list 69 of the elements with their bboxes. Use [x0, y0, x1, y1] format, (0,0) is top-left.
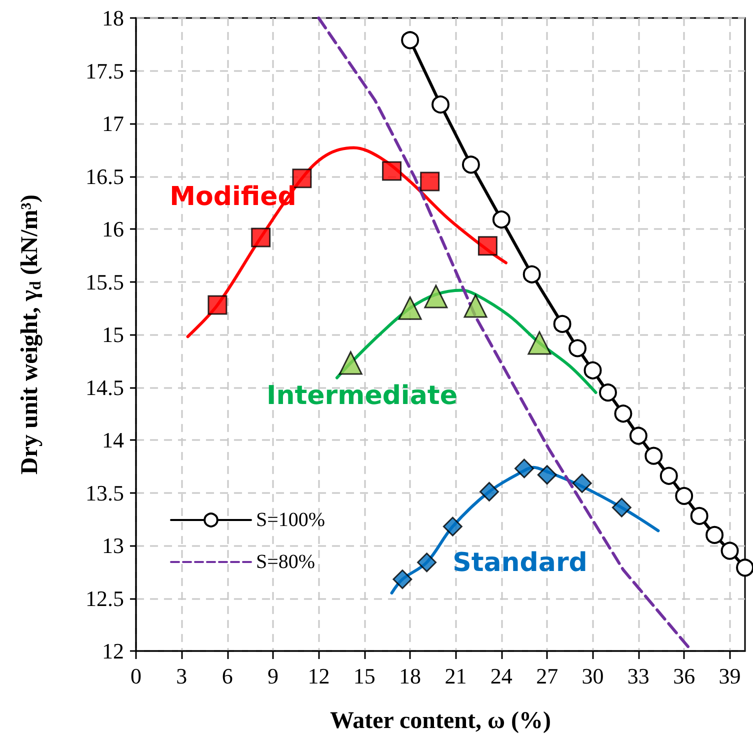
point — [464, 294, 488, 318]
x-tick-label: 30 — [582, 664, 604, 688]
point — [251, 228, 271, 248]
x-tick-label: 27 — [536, 664, 558, 688]
point — [553, 314, 572, 333]
legend-label: S=80% — [256, 551, 316, 573]
point — [537, 465, 557, 485]
point — [420, 172, 440, 192]
point — [514, 458, 534, 478]
x-tick-label: 36 — [673, 664, 696, 688]
point — [572, 474, 592, 494]
y-tick-label: 12.5 — [86, 586, 124, 611]
point — [706, 526, 724, 544]
x-tick-label: 9 — [268, 664, 279, 688]
point — [442, 516, 462, 536]
point — [720, 542, 739, 560]
y-tick-label: 17 — [102, 111, 124, 136]
point — [401, 31, 420, 50]
point — [479, 482, 499, 502]
y-tick-label: 15.5 — [86, 269, 124, 294]
point — [614, 404, 632, 423]
x-tick-label: 18 — [399, 664, 422, 688]
y-tick-label: 15 — [102, 322, 124, 347]
y-tick-label: 18 — [102, 6, 124, 30]
x-tick-label: 12 — [308, 664, 330, 688]
point — [398, 296, 422, 320]
point — [568, 339, 587, 358]
point — [492, 210, 510, 228]
point — [584, 361, 602, 380]
point — [424, 284, 448, 308]
x-tick-label: 15 — [353, 664, 376, 688]
point — [736, 558, 753, 577]
x-axis-title: Water content, ω (%) — [330, 708, 552, 734]
point — [675, 486, 694, 505]
point — [629, 426, 648, 445]
y-axis-title: Dry unit weight, γd (kN/m³) — [17, 194, 44, 474]
annotation: Intermediate — [266, 381, 458, 411]
point — [528, 331, 552, 355]
point — [660, 466, 678, 485]
point — [478, 236, 498, 256]
point — [382, 161, 402, 181]
x-tick-label: 21 — [444, 664, 467, 688]
y-tick-label: 12 — [102, 638, 124, 664]
x-tick-label: 33 — [627, 664, 650, 688]
x-tick-label: 39 — [718, 664, 741, 688]
y-tick-label: 14.5 — [86, 374, 124, 400]
point — [690, 506, 708, 525]
x-tick-label: 3 — [176, 664, 188, 688]
point — [598, 384, 617, 402]
annotation: Standard — [452, 548, 588, 578]
point — [522, 265, 541, 284]
point — [432, 96, 450, 114]
y-tick-label: 14 — [102, 428, 124, 452]
point — [338, 351, 362, 375]
x-tick-label: 24 — [490, 664, 512, 688]
y-tick-label: 16.5 — [86, 164, 124, 189]
y-tick-label: 13 — [102, 533, 124, 558]
x-tick-label: 6 — [222, 664, 233, 688]
legend-label: S=100% — [256, 509, 326, 531]
point — [417, 552, 437, 572]
point — [392, 570, 412, 590]
point — [208, 295, 228, 315]
point — [612, 498, 632, 518]
x-tick-label: 0 — [130, 664, 142, 688]
point — [644, 446, 663, 465]
point — [462, 156, 480, 174]
y-tick-label: 17.5 — [86, 58, 124, 84]
y-tick-label: 13.5 — [86, 480, 124, 506]
y-tick-label: 16 — [102, 216, 124, 242]
